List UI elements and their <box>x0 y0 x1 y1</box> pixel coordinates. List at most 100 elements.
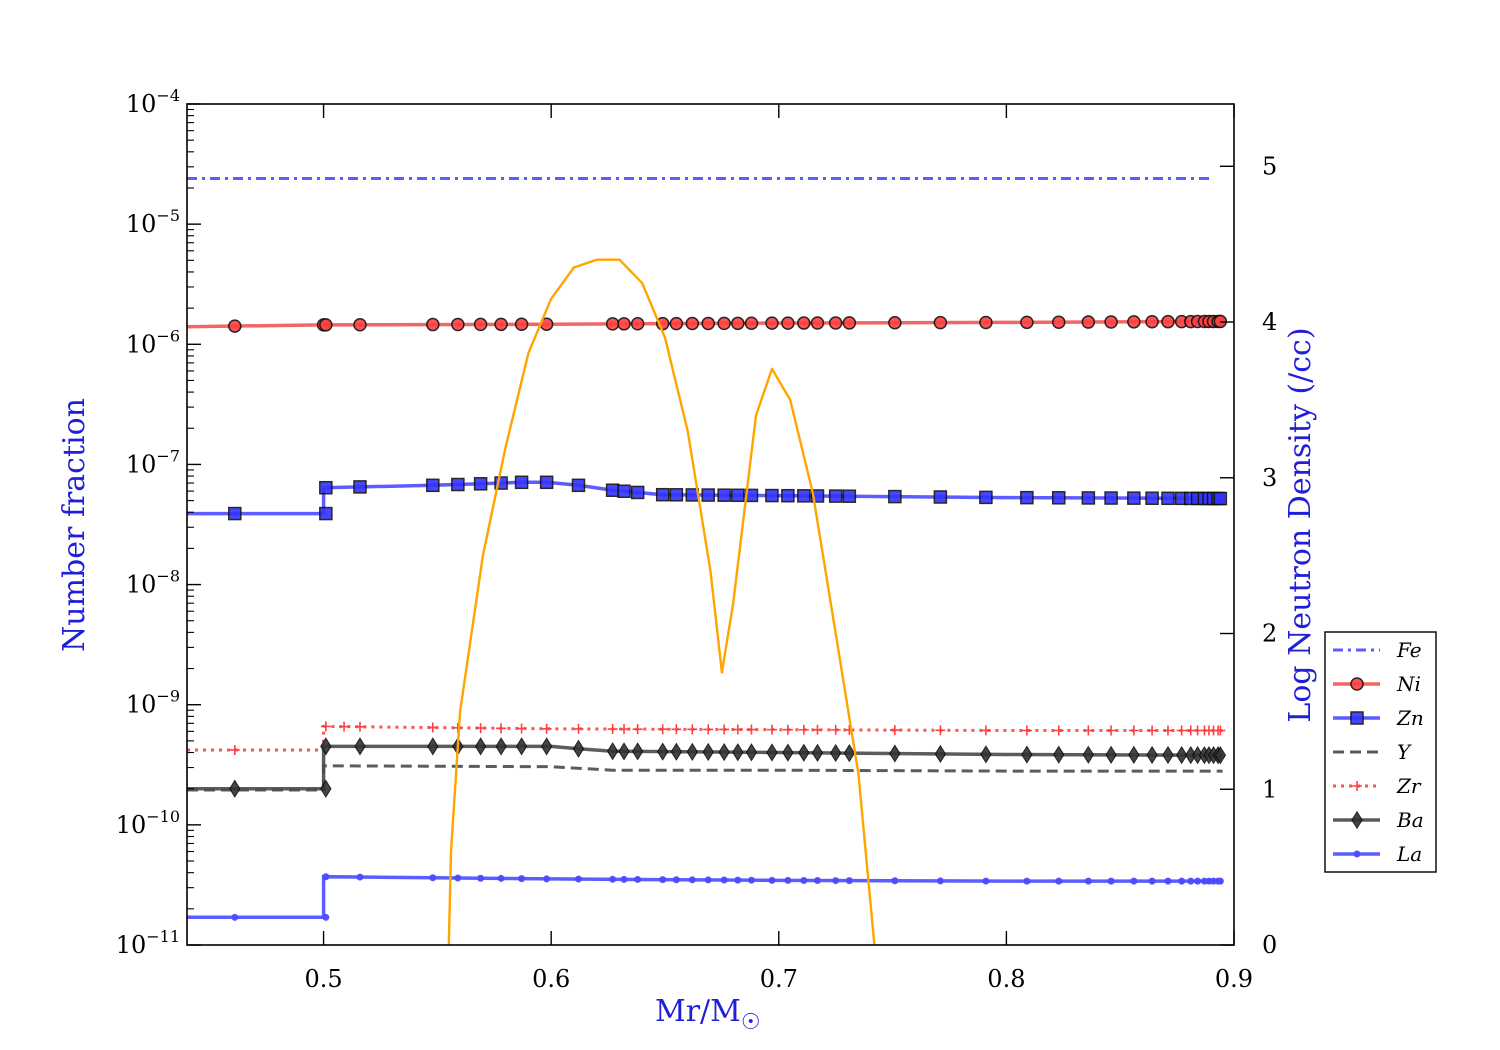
sun-symbol: ☉ <box>741 1010 761 1035</box>
marker-zn <box>1145 491 1159 505</box>
marker-ba <box>618 742 630 761</box>
legend-entry-fe: Fe <box>1333 638 1422 662</box>
marker-ba <box>540 737 553 756</box>
marker-ni <box>473 317 488 332</box>
marker-ni <box>1081 315 1096 329</box>
marker-ba <box>980 745 992 764</box>
marker-zr <box>830 724 841 735</box>
legend-label: Ba <box>1396 808 1424 832</box>
y-left-tick-base: 10 <box>126 691 157 719</box>
marker-ba <box>474 737 487 756</box>
marker-ba <box>656 742 669 761</box>
marker-ni <box>451 317 465 332</box>
marker-la <box>322 913 330 921</box>
series-line-la <box>187 874 1223 920</box>
x-tick-label: 0.9 <box>1215 965 1253 993</box>
marker-zn <box>228 506 242 521</box>
marker-la <box>1130 877 1138 885</box>
marker-zr <box>671 724 682 735</box>
marker-la <box>845 877 853 885</box>
neutron-density-line <box>447 258 876 945</box>
x-axis-title-text: Mr/M <box>655 994 741 1029</box>
marker-zn <box>655 487 670 502</box>
marker-zn <box>1020 490 1034 505</box>
y-axis-right-title: Log Neutron Density (/cc) <box>1283 327 1318 722</box>
marker-ba <box>782 743 794 762</box>
y-left-tick-base: 10 <box>126 450 157 478</box>
marker-ba <box>1053 745 1065 764</box>
y-right-tick-label: 0 <box>1262 931 1277 959</box>
marker-zr <box>844 724 855 735</box>
marker-ba <box>1214 746 1227 765</box>
y-left-tick-exponent: −10 <box>146 807 180 826</box>
y-left-tick-exponent: −11 <box>146 927 180 946</box>
marker-ni <box>228 319 242 333</box>
marker-zn <box>1081 491 1096 505</box>
marker-ba <box>718 742 730 762</box>
marker-zr <box>541 723 552 734</box>
y-right-tick-label: 5 <box>1262 152 1277 180</box>
marker-la <box>768 876 776 884</box>
legend-label: Fe <box>1396 638 1422 662</box>
marker-ba <box>1175 745 1188 765</box>
y-left-tick-base: 10 <box>126 330 157 358</box>
y-left-tick-exponent: −9 <box>156 687 180 706</box>
marker-zn <box>781 488 795 503</box>
y-left-tick-label: 10−7 <box>126 446 180 478</box>
marker-ni <box>717 316 731 331</box>
marker-la <box>620 875 628 883</box>
marker-la <box>1178 877 1186 885</box>
marker-la <box>1187 877 1195 885</box>
marker-zr <box>719 724 730 735</box>
marker-la <box>747 876 755 884</box>
marker-ba <box>427 737 439 756</box>
marker-la <box>1148 877 1156 885</box>
marker-ni <box>701 316 715 331</box>
marker-zn <box>605 483 620 497</box>
marker-zn <box>1051 491 1066 505</box>
marker-la <box>454 874 462 882</box>
marker-zn <box>473 477 488 491</box>
marker-zr <box>354 721 365 732</box>
y-left-tick-base: 10 <box>126 90 157 118</box>
marker-ni <box>765 316 779 330</box>
y-left-tick-label: 10−8 <box>126 567 180 599</box>
marker-zn <box>630 485 645 500</box>
marker-la <box>672 876 680 884</box>
series-la <box>187 873 1224 921</box>
marker-la <box>1194 877 1202 885</box>
marker-zn <box>669 488 684 502</box>
y-left-tick-exponent: −6 <box>156 326 180 345</box>
marker-zr <box>889 725 900 736</box>
y-axis-left-title: Number fraction <box>57 398 92 652</box>
legend-label: La <box>1396 842 1422 866</box>
marker-ba <box>811 743 824 762</box>
y-left-tick-label: 10−5 <box>126 206 180 238</box>
marker-ni <box>353 318 367 332</box>
series-ba <box>187 737 1227 798</box>
series-y <box>187 764 1223 792</box>
marker-zr <box>766 724 777 735</box>
marker-ni <box>810 316 825 330</box>
marker-ba <box>766 743 778 762</box>
marker-zr <box>703 724 714 735</box>
marker-ni <box>630 317 645 331</box>
marker-zr <box>1021 725 1032 736</box>
legend-entry-y: Y <box>1333 740 1412 764</box>
marker-zn <box>426 478 440 493</box>
marker-la <box>543 875 551 883</box>
marker-ba <box>515 737 528 756</box>
marker-zr <box>657 724 668 735</box>
marker-ni <box>1104 315 1118 329</box>
marker-la <box>1023 877 1031 885</box>
marker-zr <box>1147 725 1158 736</box>
y-left-tick-exponent: −5 <box>156 206 180 225</box>
x-tick-label: 0.7 <box>760 965 798 993</box>
marker-ba <box>606 742 619 761</box>
marker-ni <box>781 316 795 330</box>
legend-entry-ni: Ni <box>1333 672 1421 696</box>
plot-frame <box>186 103 1235 946</box>
y-left-tick-label: 10−6 <box>126 326 180 358</box>
marker-la <box>832 877 840 885</box>
marker-la <box>720 876 728 884</box>
